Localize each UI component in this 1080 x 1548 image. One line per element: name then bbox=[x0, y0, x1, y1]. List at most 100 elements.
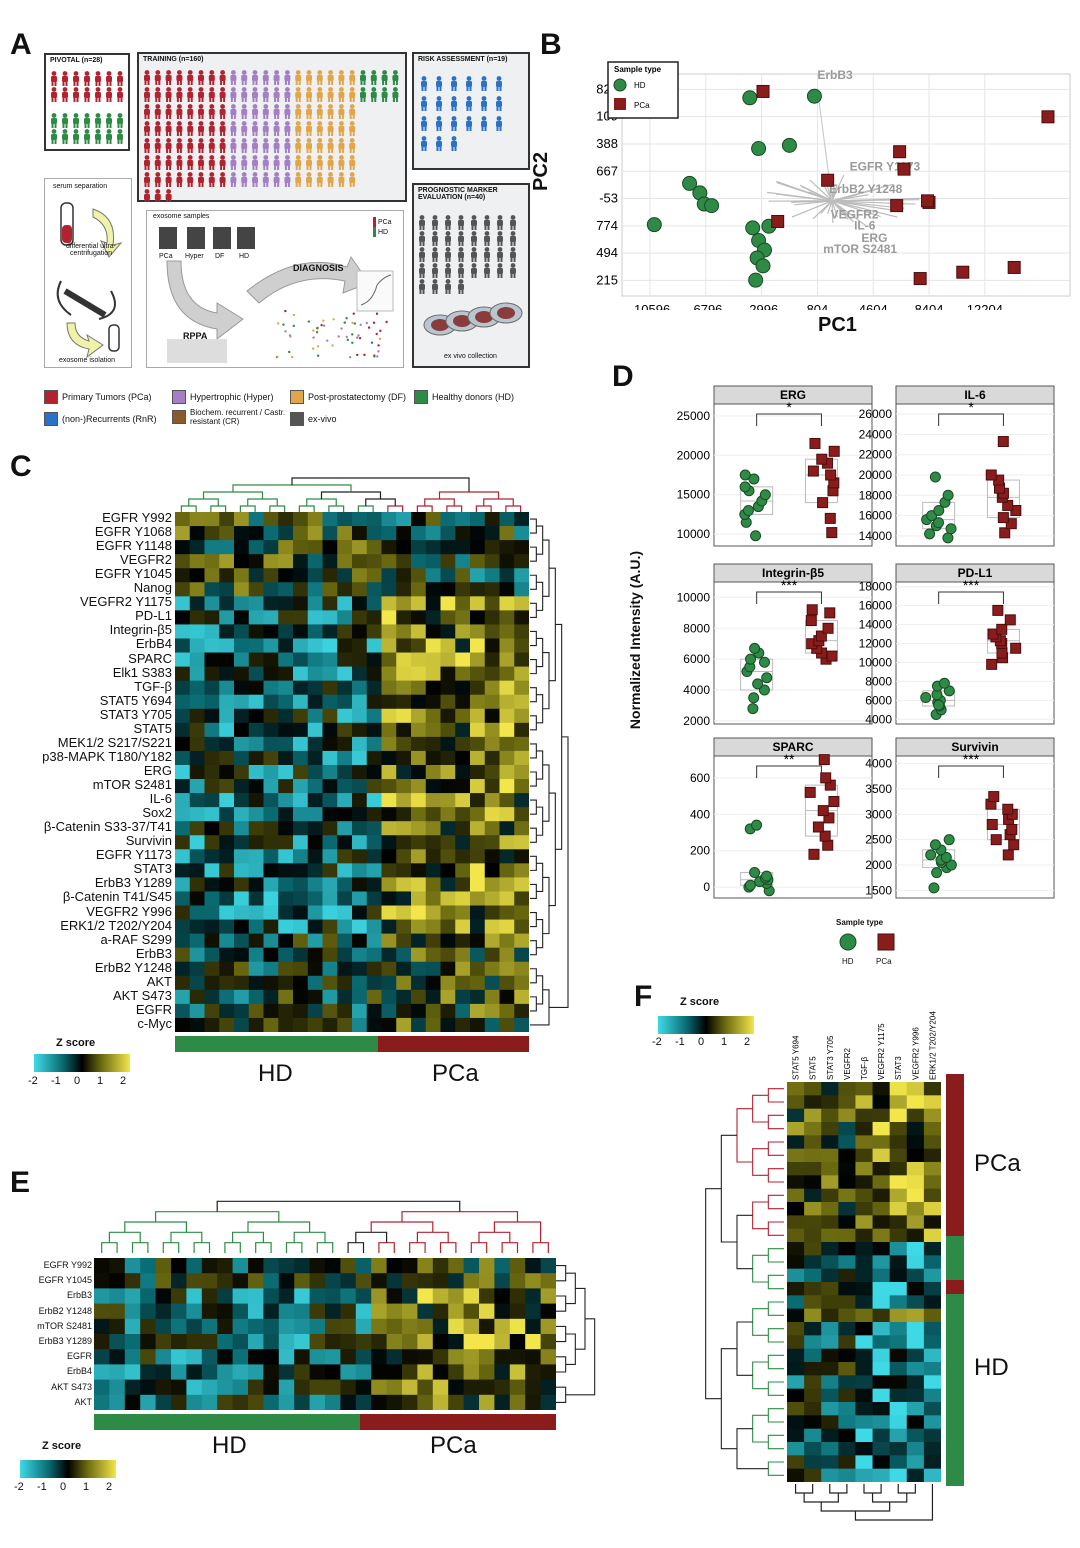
heatmap-cell bbox=[109, 1334, 126, 1350]
mini-legend-hd: HD bbox=[377, 228, 389, 236]
loading-arrow bbox=[831, 200, 901, 212]
heatmap-cell bbox=[189, 750, 205, 766]
heatmap-cell bbox=[509, 1273, 526, 1289]
legend-item: Hypertrophic (Hyper) bbox=[172, 390, 274, 404]
heatmap-cell bbox=[855, 1122, 873, 1136]
heatmap-cell bbox=[455, 596, 471, 611]
heatmap-cell bbox=[263, 554, 279, 569]
heatmap-cell bbox=[366, 526, 382, 541]
heatmap-cell bbox=[204, 652, 220, 667]
heatmap-cell bbox=[234, 849, 250, 864]
scatter-dot bbox=[372, 321, 376, 324]
scatter-dot bbox=[345, 335, 348, 339]
person-icon bbox=[484, 263, 490, 278]
heatmap-cell bbox=[263, 1349, 280, 1365]
heatmap-cell bbox=[417, 1394, 434, 1410]
heatmap-cell bbox=[278, 708, 294, 724]
heatmap-cell bbox=[248, 750, 264, 766]
panel-e-zscore-ticks: -2 -1 0 1 2 bbox=[14, 1481, 124, 1495]
heatmap-cell bbox=[484, 1003, 500, 1019]
heatmap-cell bbox=[381, 807, 397, 822]
panel-f-column-labels: STAT5 Y694 STAT5 STAT3 Y705 VEGFR2 TGF-β VEGF… bbox=[792, 1011, 938, 1080]
heatmap-cell bbox=[855, 1255, 873, 1270]
ytick: 20000 bbox=[859, 468, 893, 482]
heatmap-cell bbox=[175, 849, 191, 864]
heatmap-cell bbox=[484, 989, 500, 1005]
scatter-dot bbox=[276, 355, 279, 358]
pca-xtick: -10596 bbox=[630, 302, 670, 310]
heatmap-cell bbox=[234, 835, 250, 850]
heatmap-cell bbox=[234, 708, 250, 724]
heatmap-cell bbox=[855, 1388, 873, 1403]
heatmap-cell bbox=[140, 1394, 156, 1410]
heatmap-cell bbox=[402, 1349, 418, 1365]
person-icon bbox=[144, 172, 150, 187]
heatmap-cell bbox=[234, 1003, 250, 1019]
heatmap-cell bbox=[787, 1402, 805, 1416]
heatmap-cell bbox=[263, 975, 279, 991]
heatmap-cell bbox=[425, 989, 441, 1005]
heatmap-cell bbox=[425, 933, 441, 949]
heatmap-cell bbox=[366, 933, 382, 949]
zscore-tick: 0 bbox=[698, 1036, 705, 1048]
heatmap-cell bbox=[175, 919, 191, 935]
pca-point bbox=[997, 512, 1009, 524]
heatmap-cell bbox=[838, 1215, 856, 1230]
heatmap-cell bbox=[352, 807, 368, 822]
heatmap-cell bbox=[425, 961, 441, 977]
dendrogram-branch bbox=[767, 1381, 784, 1396]
heatmap-column-label: STAT3 Y705 bbox=[826, 1035, 835, 1080]
heatmap-cell bbox=[479, 1318, 495, 1335]
pca-point bbox=[822, 622, 834, 634]
heatmap-cell bbox=[307, 863, 323, 878]
heatmap-cell bbox=[189, 526, 205, 541]
heatmap-cell bbox=[293, 596, 309, 611]
pca-point bbox=[823, 812, 835, 824]
heatmap-cell bbox=[140, 1273, 156, 1289]
heatmap-row-label: STAT5 Y694 bbox=[99, 692, 172, 708]
heatmap-cell bbox=[293, 736, 309, 752]
heatmap-cell bbox=[923, 1255, 941, 1270]
heatmap-cell bbox=[219, 891, 235, 906]
heatmap-cell bbox=[263, 722, 279, 738]
heatmap-cell bbox=[381, 624, 397, 639]
heatmap-cell bbox=[804, 1348, 822, 1363]
heatmap-cell bbox=[307, 821, 323, 836]
person-icon bbox=[208, 155, 215, 170]
person-icon bbox=[349, 138, 356, 153]
heatmap-cell bbox=[175, 582, 191, 597]
hd-point bbox=[742, 505, 754, 516]
heatmap-cell bbox=[248, 582, 264, 597]
heatmap-cell bbox=[470, 989, 486, 1005]
heatmap-cell bbox=[787, 1388, 805, 1403]
heatmap-cell bbox=[455, 779, 471, 794]
heatmap-cell bbox=[109, 1303, 126, 1320]
heatmap-cell bbox=[219, 708, 235, 724]
person-icon bbox=[144, 138, 150, 153]
heatmap-cell bbox=[396, 989, 412, 1005]
person-icon bbox=[241, 138, 248, 153]
heatmap-cell bbox=[514, 975, 529, 991]
heatmap-cell bbox=[514, 764, 529, 780]
panel-f-pca-bar bbox=[946, 1074, 964, 1236]
person-icon bbox=[241, 104, 248, 119]
heatmap-cell bbox=[352, 708, 368, 724]
heatmap-cell bbox=[448, 1349, 464, 1365]
heatmap-cell bbox=[278, 877, 294, 892]
heatmap-cell bbox=[307, 512, 323, 527]
heatmap-cell bbox=[189, 1003, 205, 1019]
pca-point bbox=[828, 796, 840, 808]
heatmap-cell bbox=[322, 764, 338, 780]
heatmap-cell bbox=[402, 1364, 418, 1380]
heatmap-cell bbox=[371, 1318, 387, 1335]
heatmap-cell bbox=[352, 722, 368, 738]
person-icon bbox=[360, 87, 366, 102]
heatmap-cell bbox=[787, 1295, 805, 1310]
pca-point bbox=[988, 791, 1000, 803]
heatmap-cell bbox=[322, 554, 338, 569]
dendrogram-branch bbox=[188, 498, 219, 506]
heatmap-cell bbox=[499, 877, 515, 892]
scatter-dot bbox=[337, 335, 340, 338]
significance-stars: *** bbox=[781, 577, 798, 593]
heatmap-cell bbox=[293, 821, 309, 836]
